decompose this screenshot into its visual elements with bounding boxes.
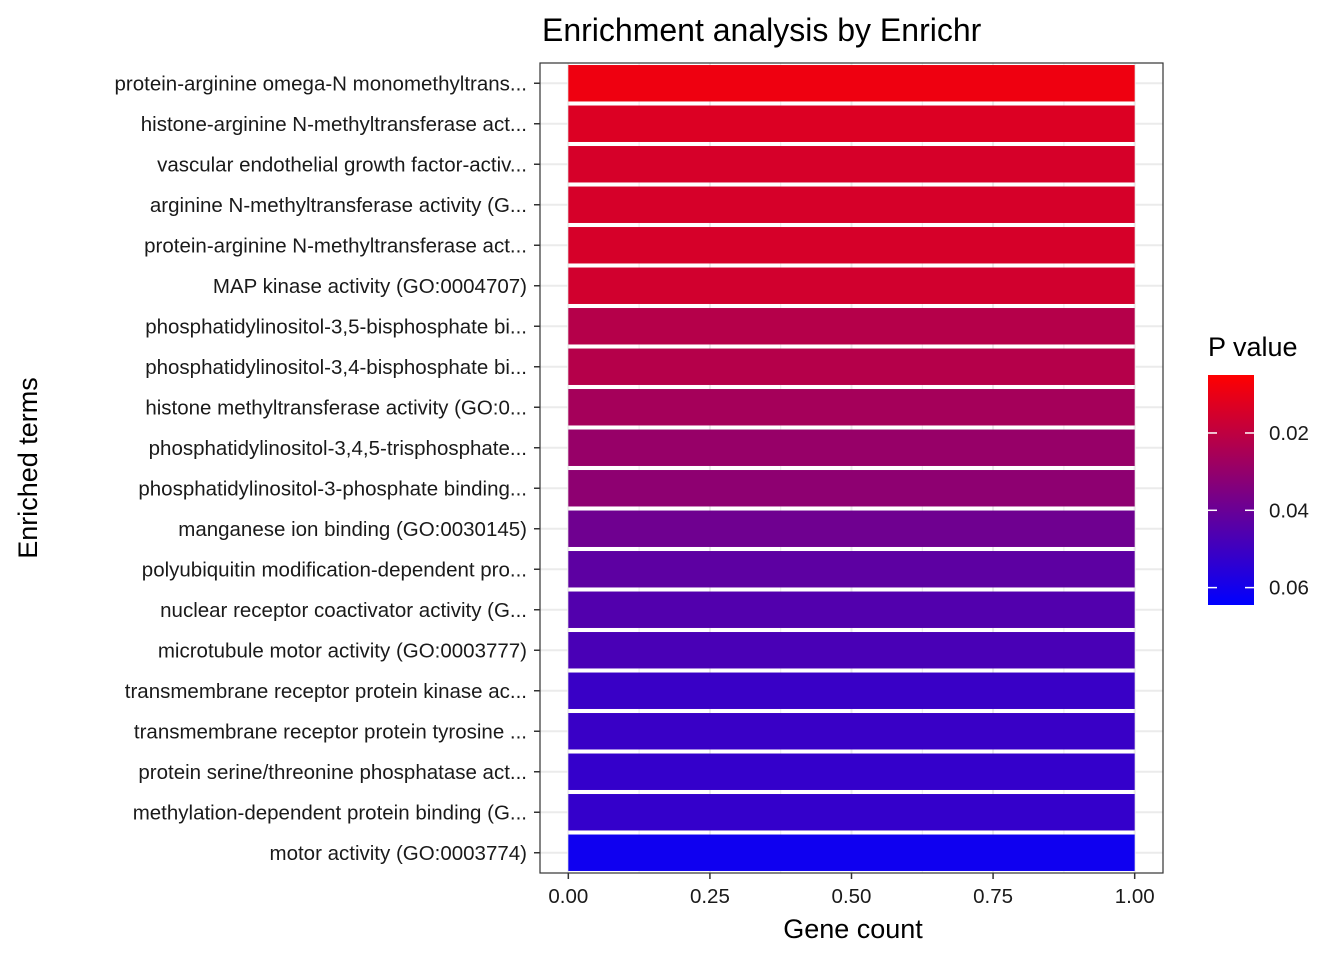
legend-colorbar	[1208, 375, 1254, 605]
bar	[568, 389, 1135, 426]
bar	[568, 65, 1135, 102]
y-tick-label: transmembrane receptor protein kinase ac…	[125, 680, 527, 703]
bar	[568, 551, 1135, 588]
x-tick-label: 0.50	[832, 885, 872, 908]
y-axis: protein-arginine omega-N monomethyltrans…	[115, 72, 540, 865]
x-axis-title: Gene count	[783, 914, 923, 944]
bar	[568, 227, 1135, 264]
y-tick-label: protein-arginine omega-N monomethyltrans…	[115, 72, 527, 95]
legend-title: P value	[1208, 332, 1298, 362]
chart-title: Enrichment analysis by Enrichr	[542, 12, 982, 48]
y-tick-label: microtubule motor activity (GO:0003777)	[158, 639, 527, 662]
bar	[568, 105, 1135, 142]
legend: P value 0.02 0.04 0.06	[1208, 332, 1309, 605]
y-tick-label: methylation-dependent protein binding (G…	[133, 801, 527, 824]
bar	[568, 308, 1135, 345]
y-tick-label: phosphatidylinositol-3,4-bisphosphate bi…	[145, 356, 527, 379]
bar	[568, 591, 1135, 628]
legend-tick-label: 0.02	[1269, 422, 1309, 445]
bar	[568, 753, 1135, 790]
y-tick-label: polyubiquitin modification-dependent pro…	[142, 558, 527, 581]
bar	[568, 713, 1135, 750]
y-tick-label: arginine N-methyltransferase activity (G…	[150, 194, 527, 217]
y-tick-label: phosphatidylinositol-3-phosphate binding…	[138, 477, 527, 500]
legend-tick-label: 0.06	[1269, 577, 1309, 600]
bar	[568, 429, 1135, 466]
x-tick-label: 1.00	[1115, 885, 1155, 908]
x-axis: 0.00 0.25 0.50 0.75 1.00	[548, 873, 1155, 908]
legend-tick-label: 0.04	[1269, 499, 1309, 522]
y-tick-label: nuclear receptor coactivator activity (G…	[160, 599, 527, 622]
y-tick-label: histone methyltransferase activity (GO:0…	[145, 396, 527, 419]
y-tick-label: histone-arginine N-methyltransferase act…	[141, 113, 527, 136]
bar	[568, 632, 1135, 669]
x-tick-label: 0.25	[690, 885, 730, 908]
y-axis-title: Enriched terms	[13, 377, 43, 559]
bar	[568, 672, 1135, 709]
y-tick-label: MAP kinase activity (GO:0004707)	[213, 275, 527, 298]
x-tick-label: 0.00	[548, 885, 588, 908]
legend-ticks: 0.02 0.04 0.06	[1208, 422, 1309, 600]
y-tick-label: protein serine/threonine phosphatase act…	[138, 761, 527, 784]
y-tick-label: vascular endothelial growth factor-activ…	[157, 153, 527, 176]
bar	[568, 146, 1135, 183]
y-tick-label: phosphatidylinositol-3,5-bisphosphate bi…	[145, 315, 527, 338]
bar	[568, 470, 1135, 507]
y-tick-label: transmembrane receptor protein tyrosine …	[134, 720, 527, 743]
bar	[568, 794, 1135, 831]
y-tick-label: motor activity (GO:0003774)	[270, 842, 528, 865]
bar	[568, 510, 1135, 547]
bars	[568, 65, 1135, 871]
bar	[568, 834, 1135, 871]
bar	[568, 186, 1135, 223]
bar	[568, 267, 1135, 304]
y-tick-label: manganese ion binding (GO:0030145)	[178, 518, 527, 541]
bar	[568, 348, 1135, 385]
y-tick-label: protein-arginine N-methyltransferase act…	[144, 234, 527, 257]
x-tick-label: 0.75	[973, 885, 1013, 908]
y-tick-label: phosphatidylinositol-3,4,5-trisphosphate…	[149, 437, 527, 460]
